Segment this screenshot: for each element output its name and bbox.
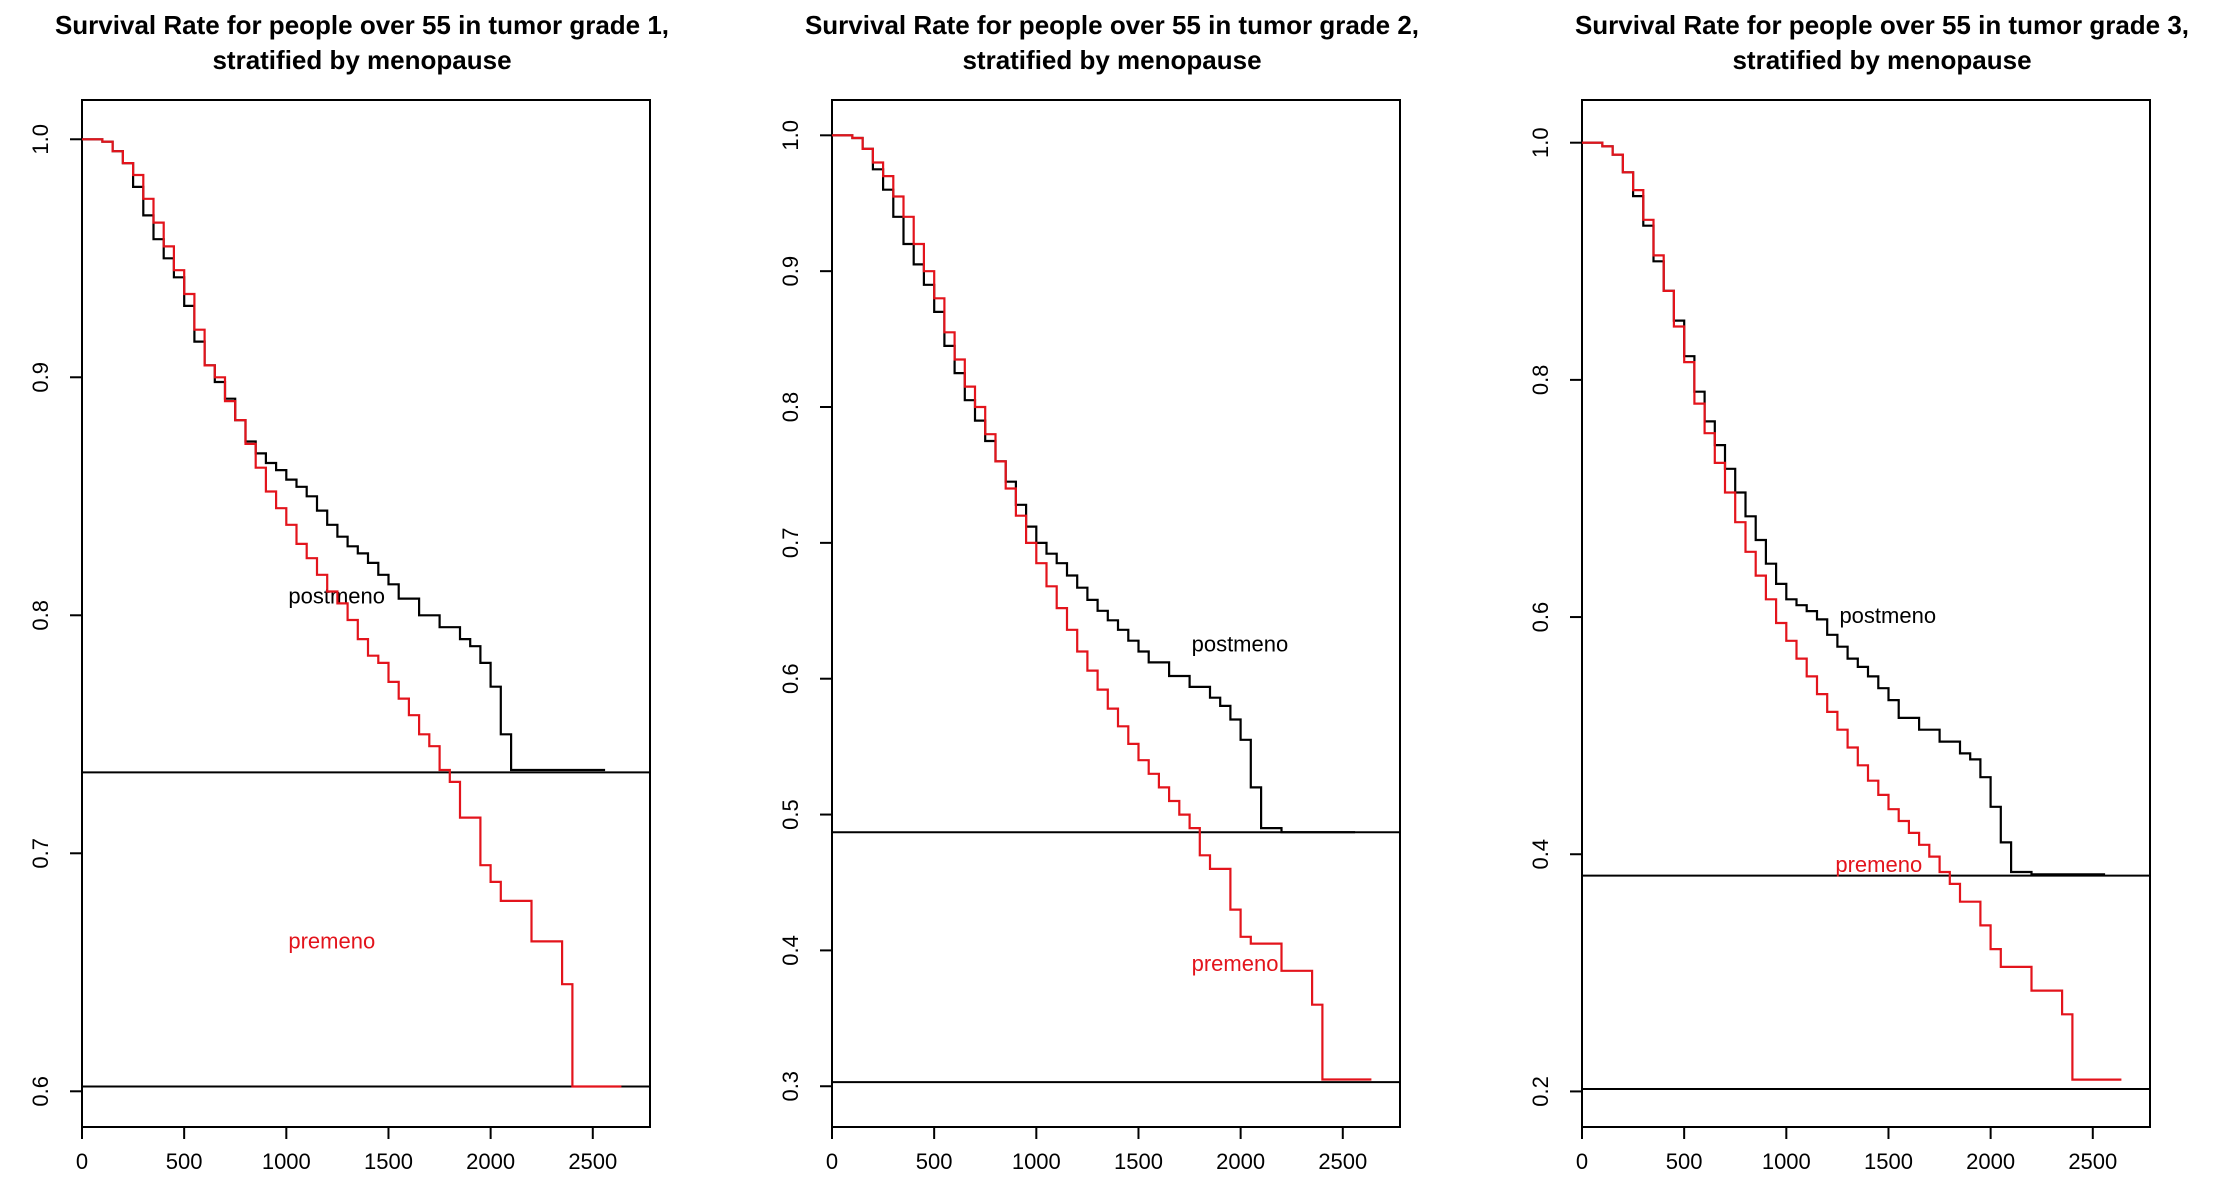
chart-panel-3: Survival Rate for people over 55 in tumo… [1528, 10, 2189, 1174]
y-tick-label: 0.4 [778, 935, 803, 966]
x-tick-label: 1000 [1012, 1149, 1061, 1174]
survival-curve-postmeno [1582, 141, 2106, 876]
y-tick-label: 1.0 [778, 120, 803, 151]
x-tick-label: 1500 [1114, 1149, 1163, 1174]
y-tick-label: 0.4 [1528, 839, 1553, 870]
chart-panel-1: Survival Rate for people over 55 in tumo… [28, 10, 669, 1174]
y-tick-label: 0.7 [28, 838, 53, 869]
x-tick-label: 0 [76, 1149, 88, 1174]
y-tick-label: 0.6 [28, 1076, 53, 1107]
chart-title-line: Survival Rate for people over 55 in tumo… [805, 10, 1419, 40]
survival-curve-premeno [82, 138, 622, 1088]
y-tick-label: 1.0 [28, 124, 53, 155]
y-tick-label: 1.0 [1528, 127, 1553, 158]
x-tick-label: 500 [166, 1149, 203, 1174]
series-label-postmeno: postmeno [1839, 603, 1936, 628]
x-tick-label: 500 [916, 1149, 953, 1174]
y-tick-label: 0.5 [778, 799, 803, 830]
survival-curve-postmeno [82, 138, 606, 772]
x-tick-label: 1500 [1864, 1149, 1913, 1174]
x-tick-label: 500 [1666, 1149, 1703, 1174]
x-tick-label: 0 [1576, 1149, 1588, 1174]
chart-panel-2: Survival Rate for people over 55 in tumo… [778, 10, 1419, 1174]
x-tick-label: 1500 [364, 1149, 413, 1174]
survival-curve-premeno [1582, 141, 2122, 1081]
x-tick-label: 0 [826, 1149, 838, 1174]
x-tick-label: 1000 [262, 1149, 311, 1174]
y-tick-label: 0.7 [778, 528, 803, 559]
plot-frame [81, 99, 651, 1128]
x-tick-label: 2000 [1216, 1149, 1265, 1174]
series-label-premeno: premeno [1192, 951, 1279, 976]
chart-title-line: stratified by menopause [212, 45, 511, 75]
y-tick-label: 0.6 [778, 663, 803, 694]
x-tick-label: 2500 [568, 1149, 617, 1174]
survival-curve-premeno [832, 134, 1372, 1081]
plot-frame [1581, 99, 2151, 1128]
chart-title-line: Survival Rate for people over 55 in tumo… [1575, 10, 2189, 40]
x-tick-label: 1000 [1762, 1149, 1811, 1174]
x-tick-label: 2500 [1318, 1149, 1367, 1174]
y-tick-label: 0.8 [778, 392, 803, 423]
x-tick-label: 2000 [466, 1149, 515, 1174]
y-tick-label: 0.3 [778, 1071, 803, 1102]
y-tick-label: 0.2 [1528, 1076, 1553, 1107]
chart-title-line: stratified by menopause [1732, 45, 2031, 75]
survival-curve-postmeno [832, 134, 1356, 834]
plot-frame [831, 99, 1401, 1128]
chart-title-line: Survival Rate for people over 55 in tumo… [55, 10, 669, 40]
y-tick-label: 0.6 [1528, 602, 1553, 633]
y-tick-label: 0.8 [1528, 365, 1553, 396]
y-tick-label: 0.9 [28, 362, 53, 393]
y-tick-label: 0.8 [28, 600, 53, 631]
series-label-postmeno: postmeno [1192, 632, 1289, 657]
chart-title-line: stratified by menopause [962, 45, 1261, 75]
y-tick-label: 0.9 [778, 256, 803, 287]
x-tick-label: 2000 [1966, 1149, 2015, 1174]
series-label-premeno: premeno [1835, 852, 1922, 877]
x-tick-label: 2500 [2068, 1149, 2117, 1174]
series-label-premeno: premeno [288, 928, 375, 953]
